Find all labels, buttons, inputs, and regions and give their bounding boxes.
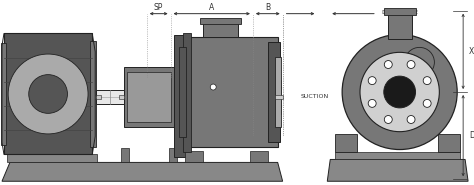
Bar xyxy=(388,12,411,39)
Circle shape xyxy=(342,34,457,149)
Text: SUCTION: SUCTION xyxy=(301,95,329,100)
Bar xyxy=(121,148,129,162)
Bar xyxy=(96,90,124,104)
Bar xyxy=(185,37,278,147)
Polygon shape xyxy=(327,159,468,181)
Bar xyxy=(95,95,96,99)
Bar xyxy=(335,152,460,159)
Text: DISCHARGE: DISCHARGE xyxy=(382,10,419,15)
Bar xyxy=(384,8,416,15)
Bar xyxy=(268,42,280,142)
Bar xyxy=(1,43,6,144)
Bar xyxy=(275,95,283,99)
Bar xyxy=(124,67,173,127)
Polygon shape xyxy=(2,162,283,181)
Circle shape xyxy=(407,115,415,123)
Circle shape xyxy=(384,76,416,108)
Circle shape xyxy=(8,54,88,134)
Bar xyxy=(438,134,460,152)
Bar xyxy=(275,57,281,127)
Text: X: X xyxy=(469,47,474,56)
Circle shape xyxy=(360,52,439,132)
Text: D: D xyxy=(469,131,474,140)
Bar xyxy=(203,20,238,37)
Bar xyxy=(173,36,189,157)
Bar xyxy=(127,72,171,122)
Circle shape xyxy=(29,75,67,113)
Bar xyxy=(90,41,96,147)
Circle shape xyxy=(423,77,431,85)
Bar xyxy=(185,151,203,162)
Bar xyxy=(183,33,191,152)
Circle shape xyxy=(423,99,431,107)
Bar xyxy=(179,47,186,137)
Circle shape xyxy=(210,84,216,90)
Circle shape xyxy=(384,115,392,123)
Circle shape xyxy=(405,47,434,77)
Circle shape xyxy=(368,77,376,85)
Bar xyxy=(250,151,268,162)
Bar xyxy=(4,33,92,154)
Bar xyxy=(335,134,357,152)
Circle shape xyxy=(368,99,376,107)
Text: SP: SP xyxy=(154,3,164,12)
Bar xyxy=(169,148,176,162)
Text: B: B xyxy=(265,3,270,12)
Circle shape xyxy=(407,60,415,68)
Bar xyxy=(201,18,241,23)
Bar xyxy=(119,95,124,99)
Circle shape xyxy=(384,60,392,68)
Bar xyxy=(7,154,97,162)
Text: A: A xyxy=(209,3,214,12)
Bar xyxy=(96,95,101,99)
